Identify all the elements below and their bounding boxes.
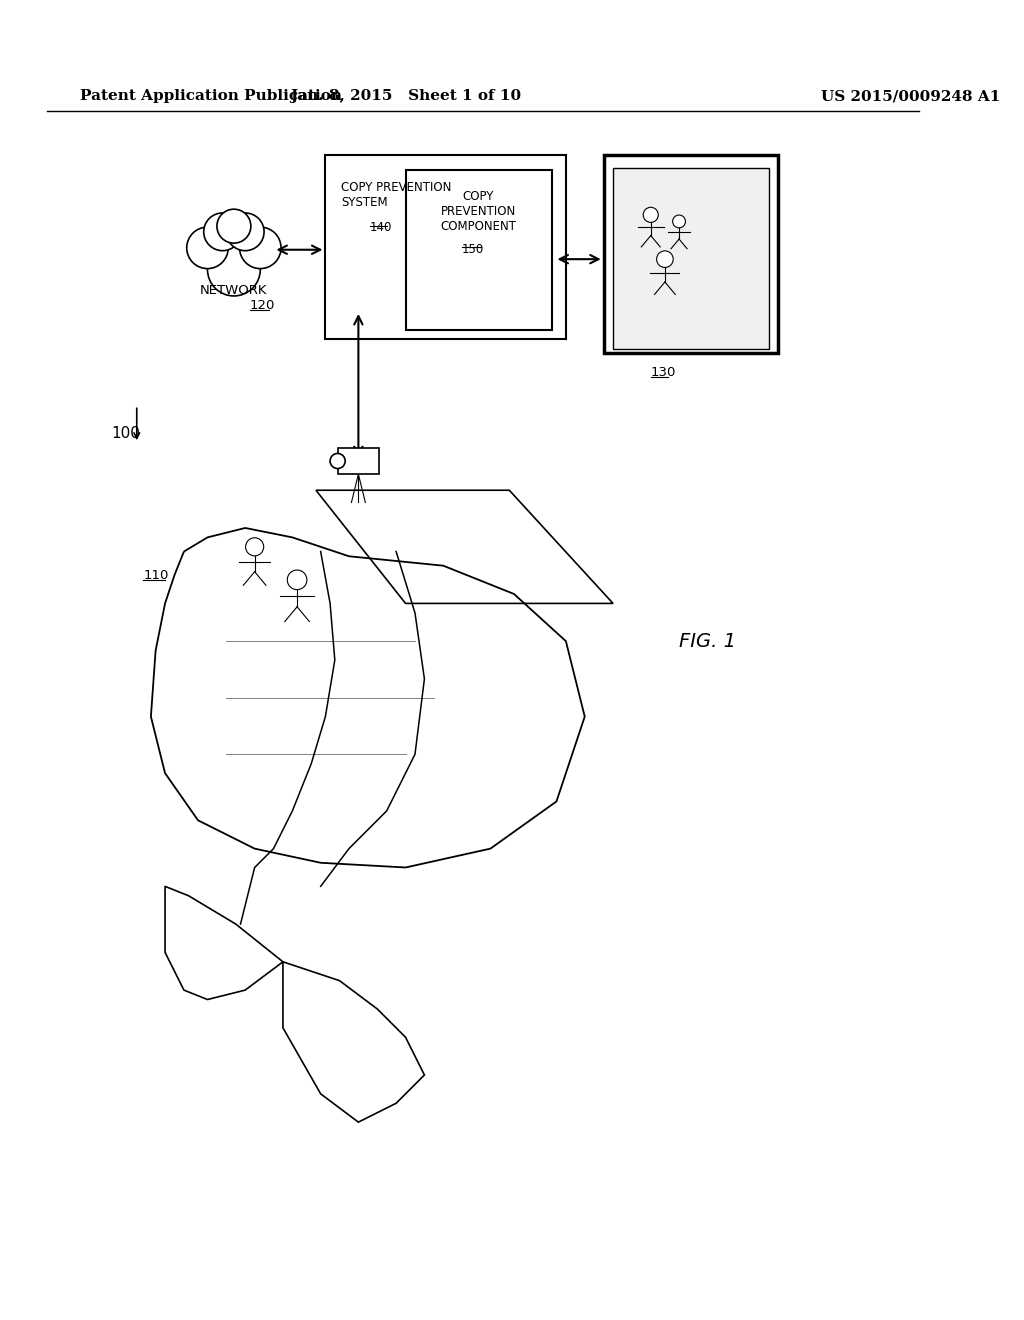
Text: Jan. 8, 2015   Sheet 1 of 10: Jan. 8, 2015 Sheet 1 of 10 — [290, 88, 521, 103]
Text: US 2015/0009248 A1: US 2015/0009248 A1 — [820, 88, 999, 103]
Circle shape — [656, 251, 673, 268]
Circle shape — [208, 243, 260, 296]
Text: 120: 120 — [250, 298, 275, 312]
Circle shape — [217, 209, 251, 243]
Text: NETWORK: NETWORK — [200, 284, 267, 297]
Text: 150: 150 — [462, 243, 484, 256]
FancyBboxPatch shape — [338, 447, 379, 474]
Circle shape — [288, 570, 307, 590]
Text: 140: 140 — [370, 222, 392, 235]
Text: 100: 100 — [112, 426, 140, 441]
FancyBboxPatch shape — [603, 156, 778, 354]
Text: 130: 130 — [651, 366, 676, 379]
Circle shape — [204, 213, 242, 251]
Circle shape — [226, 213, 264, 251]
Text: 110: 110 — [143, 569, 169, 582]
Circle shape — [246, 537, 264, 556]
Circle shape — [240, 227, 281, 268]
Circle shape — [186, 227, 228, 268]
Text: FIG. 1: FIG. 1 — [679, 632, 736, 651]
Text: COPY PREVENTION
SYSTEM: COPY PREVENTION SYSTEM — [341, 181, 452, 209]
Text: COPY
PREVENTION
COMPONENT: COPY PREVENTION COMPONENT — [440, 190, 516, 234]
Circle shape — [673, 215, 685, 228]
Circle shape — [330, 454, 345, 469]
FancyBboxPatch shape — [406, 169, 552, 330]
Circle shape — [643, 207, 658, 222]
FancyBboxPatch shape — [613, 168, 769, 348]
Text: Patent Application Publication: Patent Application Publication — [80, 88, 342, 103]
FancyBboxPatch shape — [326, 156, 566, 339]
